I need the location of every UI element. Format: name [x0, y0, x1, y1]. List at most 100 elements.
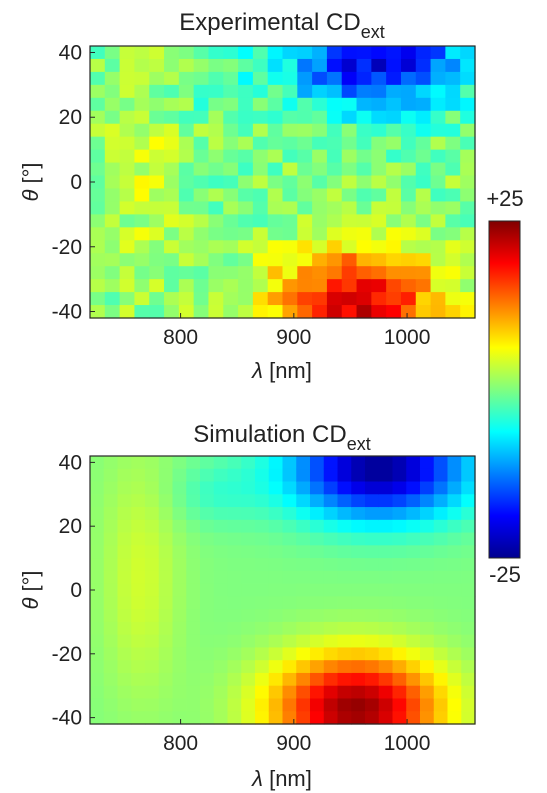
- heatmap-cell: [238, 227, 254, 241]
- heatmap-cell: [371, 201, 387, 215]
- heatmap-cell: [149, 58, 165, 73]
- x-tick-label: 900: [276, 732, 311, 755]
- heatmap-cell: [297, 123, 313, 138]
- heatmap-cell: [149, 201, 165, 215]
- heatmap-cell: [193, 162, 210, 177]
- heatmap-cell: [241, 634, 256, 649]
- heatmap-cell: [223, 71, 239, 86]
- heatmap-cell: [282, 240, 298, 254]
- heatmap-cell: [131, 583, 146, 597]
- heatmap-cell: [238, 136, 254, 151]
- heatmap-cell: [186, 570, 201, 585]
- heatmap-cell: [90, 227, 106, 241]
- heatmap-cell: [420, 519, 435, 534]
- heatmap-cell: [282, 279, 298, 293]
- heatmap-cell: [208, 201, 224, 215]
- heatmap-cell: [312, 162, 328, 177]
- heatmap-cell: [365, 698, 380, 712]
- heatmap-cell: [356, 279, 372, 293]
- heatmap-cell: [447, 647, 462, 661]
- heatmap-cell: [267, 71, 284, 86]
- heatmap-cell: [341, 227, 358, 241]
- heatmap-cell: [356, 201, 372, 215]
- heatmap-cell: [356, 149, 372, 164]
- heatmap-cell: [312, 266, 328, 280]
- heatmap-cell: [213, 647, 229, 661]
- heatmap-cell: [445, 110, 461, 125]
- heatmap-cell: [149, 227, 165, 241]
- heatmap-cell: [131, 609, 146, 623]
- heatmap-cell: [134, 188, 150, 203]
- heatmap-cell: [145, 609, 160, 623]
- heatmap-cell: [356, 97, 372, 112]
- heatmap-cell: [420, 647, 435, 661]
- heatmap-cell: [178, 240, 195, 254]
- heatmap-cell: [326, 279, 343, 293]
- heatmap-cell: [208, 136, 224, 151]
- heatmap-cell: [200, 545, 215, 559]
- heatmap-cell: [310, 583, 325, 597]
- heatmap-cell: [326, 162, 343, 177]
- heatmap-cell: [255, 545, 270, 559]
- heatmap-cell: [90, 494, 105, 508]
- heatmap-cell: [365, 672, 380, 687]
- heatmap-cell: [461, 621, 476, 636]
- heatmap-cell: [460, 58, 476, 73]
- heatmap-cell: [430, 71, 446, 86]
- heatmap-cell: [310, 647, 325, 661]
- heatmap-cell: [445, 136, 461, 151]
- heatmap-cell: [213, 481, 229, 495]
- heatmap-cell: [172, 685, 187, 700]
- heatmap-cell: [312, 227, 328, 241]
- heatmap-cell: [461, 711, 476, 725]
- heatmap-cell: [255, 660, 270, 674]
- heatmap-cell: [310, 545, 325, 559]
- heatmap-cell: [378, 698, 394, 712]
- heatmap-cell: [268, 609, 284, 623]
- heatmap-cell: [296, 583, 311, 597]
- heatmap-cell: [149, 266, 165, 280]
- heatmap-cell: [461, 583, 476, 597]
- heatmap-cell: [433, 507, 449, 521]
- heatmap-cell: [158, 660, 174, 674]
- heatmap-cell: [200, 660, 215, 674]
- heatmap-cell: [267, 188, 284, 203]
- heatmap-cell: [90, 240, 106, 254]
- heatmap-cell: [323, 519, 339, 534]
- heatmap-cell: [356, 214, 372, 228]
- x-tick-label: 800: [163, 732, 198, 755]
- heatmap-cell: [282, 711, 297, 725]
- heatmap-cell: [90, 279, 106, 293]
- heatmap-cell: [172, 481, 187, 495]
- heatmap-cell: [433, 634, 449, 649]
- heatmap-cell: [356, 227, 372, 241]
- heatmap-cell: [297, 162, 313, 177]
- heatmap-cell: [445, 240, 461, 254]
- heatmap-cell: [223, 97, 239, 112]
- heatmap-cell: [371, 123, 387, 138]
- simulation-xlabel: λ [nm]: [251, 766, 312, 791]
- heatmap-cell: [337, 672, 352, 687]
- heatmap-cell: [255, 583, 270, 597]
- heatmap-cell: [430, 46, 446, 60]
- heatmap-cell: [430, 214, 446, 228]
- heatmap-cell: [430, 84, 446, 99]
- heatmap-cell: [400, 279, 417, 293]
- heatmap-cell: [255, 507, 270, 521]
- heatmap-cell: [164, 97, 180, 112]
- heatmap-cell: [268, 634, 284, 649]
- heatmap-cell: [326, 110, 343, 125]
- heatmap-cell: [252, 292, 269, 306]
- heatmap-cell: [282, 97, 298, 112]
- heatmap-cell: [415, 58, 432, 73]
- heatmap-cell: [326, 149, 343, 164]
- heatmap-cell: [415, 97, 432, 112]
- heatmap-cell: [119, 253, 136, 267]
- heatmap-cell: [238, 58, 254, 73]
- heatmap-cell: [208, 305, 224, 319]
- heatmap-cell: [351, 519, 366, 534]
- heatmap-cell: [323, 545, 339, 559]
- heatmap-cell: [200, 583, 215, 597]
- heatmap-cell: [460, 214, 476, 228]
- heatmap-cell: [351, 494, 366, 508]
